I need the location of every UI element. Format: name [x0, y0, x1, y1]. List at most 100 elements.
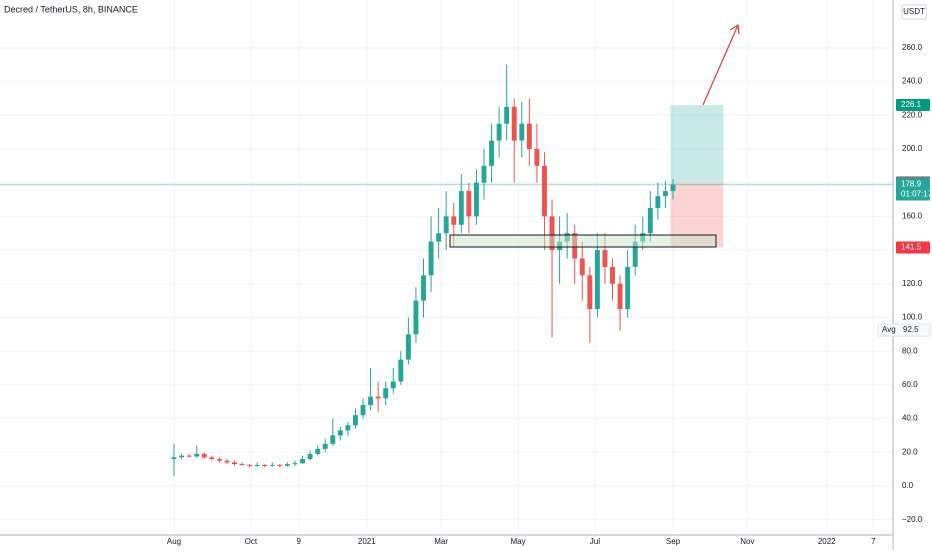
candle-body [360, 405, 366, 416]
candle-body [473, 182, 479, 217]
y-tick-label: 0.0 [902, 481, 914, 490]
candle-body [194, 453, 200, 457]
x-tick-label: Jul [590, 537, 600, 546]
candle-body [292, 463, 298, 465]
y-tick-label: 240.0 [902, 77, 923, 86]
candle-body [209, 457, 215, 460]
grid [0, 0, 893, 535]
support-box [449, 234, 717, 248]
x-tick-label: Aug [167, 537, 181, 546]
candle-body [337, 430, 343, 436]
candle-body [330, 435, 336, 444]
target-zone [670, 104, 724, 183]
candle-body [451, 216, 457, 225]
y-tick-label: −20.0 [902, 515, 923, 524]
average-name: Avg [882, 325, 896, 334]
candle-body [511, 106, 517, 141]
y-tick-label: 60.0 [902, 380, 918, 389]
candle-body [481, 165, 487, 183]
candle-body [428, 241, 434, 276]
candle-body [504, 106, 510, 124]
candle-body [594, 250, 600, 310]
candle-body [655, 196, 661, 208]
candle-body [353, 415, 358, 426]
x-tick-label: Mar [434, 537, 448, 546]
target-label: 226.1 [901, 100, 922, 109]
candle-body [262, 464, 268, 466]
y-tick-label: 80.0 [902, 346, 918, 355]
candle-body [647, 207, 653, 234]
stop-label: 141.5 [901, 243, 922, 252]
y-tick-label: 20.0 [902, 447, 918, 456]
candle-body [542, 165, 547, 217]
candle-body [496, 123, 502, 141]
candle-body [269, 464, 275, 466]
candle-body [625, 266, 631, 310]
y-tick-label: 40.0 [902, 414, 918, 423]
candle-body [443, 216, 449, 234]
candle-body [277, 464, 283, 466]
currency: USDT [903, 7, 925, 16]
candle-body [247, 464, 253, 466]
candle-body [171, 457, 177, 460]
candle-body [390, 381, 396, 389]
x-tick-label: Sep [666, 537, 681, 546]
candle-body [224, 460, 230, 463]
x-tick-label: 7 [871, 537, 876, 546]
candle-body [549, 216, 555, 251]
candles [171, 64, 676, 476]
currency-box[interactable] [901, 4, 927, 20]
candle-body [186, 455, 192, 457]
candle-body [345, 425, 351, 431]
candle-body [458, 191, 464, 225]
candle-body [466, 191, 472, 217]
candle-body [284, 464, 290, 466]
candle-body [436, 233, 442, 242]
last-price-extra: 01:07:17 [901, 190, 932, 199]
candle-body [670, 184, 676, 192]
candle-body [368, 396, 374, 406]
x-tick-label: 2022 [818, 537, 836, 546]
average-badge [877, 323, 931, 337]
x-tick-label: May [510, 537, 525, 546]
last-price-badge [896, 178, 930, 201]
candle-body [405, 334, 411, 360]
y-tick-label: 220.0 [902, 110, 923, 119]
candle-body [179, 455, 185, 458]
arrow-line [702, 24, 739, 106]
candle-body [587, 275, 593, 310]
chart-title: Decred / TetherUS, 8h, BINANCE [4, 4, 138, 14]
x-tick-label: 2021 [358, 537, 376, 546]
y-tick-label: 200.0 [902, 144, 923, 153]
candle-body [254, 464, 260, 466]
candle-body [307, 453, 313, 460]
candle-body [579, 258, 585, 276]
y-tick-label: 160.0 [902, 211, 923, 220]
candle-body [383, 388, 389, 399]
candle-body [322, 443, 328, 449]
candle-body [519, 123, 525, 141]
candle-body [232, 462, 237, 465]
candle-body [534, 148, 540, 166]
last-price-label: 178.9 [901, 180, 922, 189]
candle-body [421, 275, 426, 301]
candle-body [398, 359, 404, 382]
candle-body [489, 140, 495, 166]
candle-body [239, 464, 245, 466]
candle-body [632, 241, 638, 267]
target-badge [896, 98, 930, 111]
candle-body [201, 453, 207, 458]
stop-badge [896, 241, 930, 254]
candle-body [315, 448, 321, 454]
y-tick-label: 100.0 [902, 313, 923, 322]
candle-body [617, 283, 623, 310]
candle-body [662, 191, 668, 197]
x-tick-label: 9 [297, 537, 302, 546]
candle-body [300, 459, 305, 464]
y-tick-label: 260.0 [902, 43, 923, 52]
candle-body [375, 396, 381, 399]
candle-body [526, 123, 532, 149]
arrow-head [729, 23, 740, 35]
